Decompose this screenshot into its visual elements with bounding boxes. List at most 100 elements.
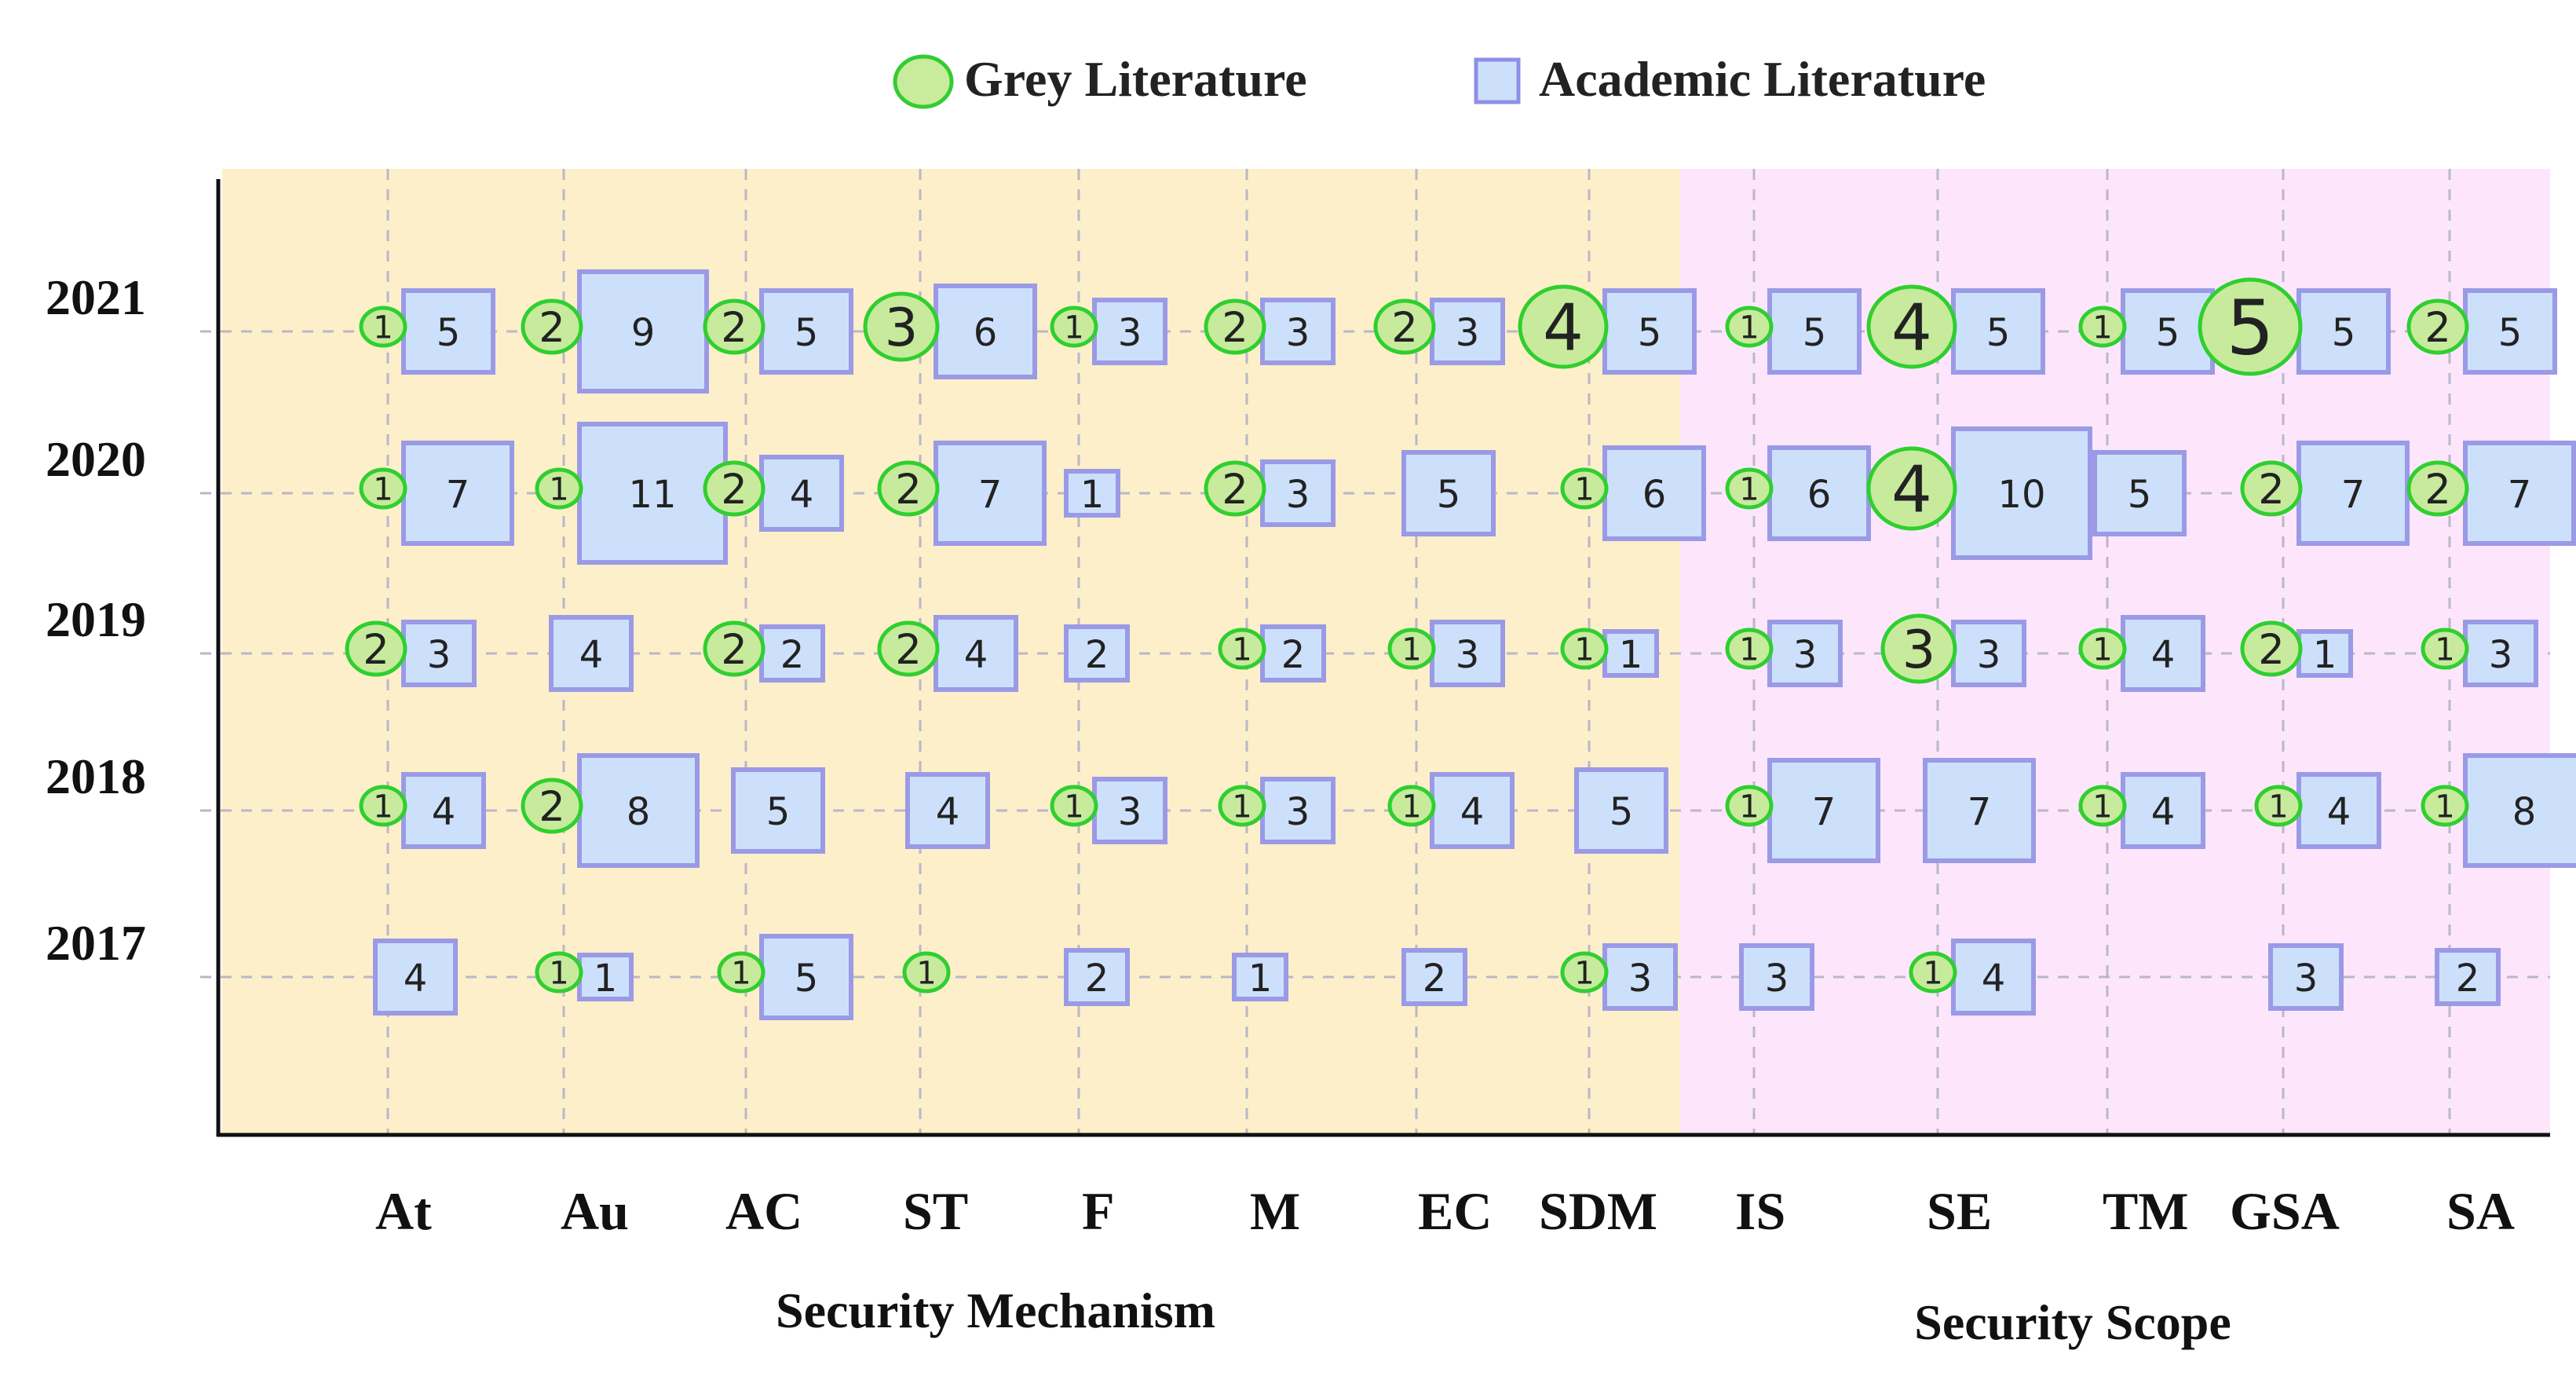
academic-value-Au-2019: 4: [579, 633, 604, 677]
grey-mark-SE-2020: [1866, 446, 1957, 531]
academic-value-F-2019: 2: [1085, 633, 1109, 677]
academic-value-F-2020: 1: [1080, 473, 1105, 517]
academic-value-IS-2018: 7: [1812, 790, 1836, 834]
y-tick-label-2021: 2021: [46, 269, 146, 325]
academic-value-GSA-2020: 7: [2341, 473, 2366, 517]
grey-value-SDM-2019: 1: [1574, 631, 1594, 668]
grey-mark-Au-2020: [535, 467, 583, 510]
grey-mark-SA-2021: [2406, 298, 2469, 355]
grey-value-M-2018: 1: [1232, 789, 1251, 825]
grey-value-ST-2021: 3: [885, 297, 919, 358]
academic-value-IS-2017: 3: [1765, 957, 1789, 1001]
academic-value-M-2019: 2: [1281, 633, 1306, 677]
grey-mark-At-2018: [359, 785, 407, 827]
grey-mark-Au-2021: [521, 298, 583, 355]
legend-grey-marker: [893, 54, 954, 109]
academic-value-F-2017: 2: [1085, 957, 1109, 1001]
academic-mark-TM-2019: [2121, 615, 2205, 692]
grey-mark-Au-2018: [521, 778, 583, 834]
grey-value-SA-2021: 2: [2424, 304, 2451, 352]
academic-value-M-2018: 3: [1286, 790, 1310, 834]
academic-mark-ST-2020: [934, 441, 1047, 546]
grey-mark-AC-2020: [703, 460, 765, 517]
academic-value-IS-2020: 6: [1807, 473, 1832, 517]
grey-mark-F-2018: [1050, 785, 1098, 827]
academic-value-ST-2020: 7: [978, 473, 1003, 517]
grey-mark-At-2020: [359, 467, 407, 510]
academic-mark-At-2019: [401, 620, 477, 687]
grey-mark-F-2021: [1050, 306, 1098, 348]
academic-mark-AC-2019: [759, 624, 825, 683]
academic-value-AC-2018: 5: [766, 790, 791, 834]
grey-value-ST-2017: 1: [916, 955, 936, 991]
academic-mark-Au-2019: [549, 615, 634, 692]
academic-value-SE-2019: 3: [1977, 633, 2001, 677]
tick-labels: At Au AC ST F M EC SDM IS SE TM GSA SA 2017 2018 2019 20…: [46, 269, 2515, 1350]
academic-value-SA-2018: 8: [2512, 790, 2537, 834]
grey-mark-SA-2020: [2406, 460, 2469, 517]
grey-value-F-2021: 1: [1064, 309, 1083, 346]
academic-mark-F-2017: [1064, 948, 1130, 1006]
legend-grey-label: Grey Literature: [964, 51, 1307, 107]
academic-value-F-2018: 3: [1118, 790, 1142, 834]
x-tick-label-Au: Au: [561, 1181, 629, 1241]
grey-value-SDM-2017: 1: [1574, 955, 1594, 991]
grey-value-AC-2017: 1: [731, 955, 751, 991]
group-label-security-scope: Security Scope: [1914, 1294, 2231, 1350]
x-tick-label-At: At: [375, 1181, 432, 1241]
grey-value-IS-2020: 1: [1739, 471, 1759, 507]
grey-value-TM-2018: 1: [2092, 789, 2112, 825]
academic-value-SDM-2019: 1: [1619, 633, 1643, 677]
grey-mark-IS-2020: [1725, 467, 1774, 510]
academic-value-SE-2021: 5: [1986, 311, 2011, 355]
x-tick-label-ST: ST: [903, 1181, 968, 1241]
academic-mark-At-2018: [401, 772, 486, 849]
academic-mark-EC-2017: [1401, 948, 1467, 1006]
grey-mark-TM-2018: [2078, 785, 2127, 827]
academic-mark-AC-2021: [759, 288, 853, 375]
academic-mark-SDM-2021: [1602, 288, 1697, 375]
grey-value-EC-2021: 2: [1391, 304, 1418, 352]
grey-value-ST-2019: 2: [895, 626, 922, 674]
academic-value-AC-2017: 5: [795, 957, 819, 1001]
grey-value-SDM-2020: 1: [1574, 471, 1594, 507]
academic-value-GSA-2021: 5: [2332, 311, 2356, 355]
grey-value-F-2018: 1: [1064, 789, 1083, 825]
academic-value-EC-2018: 4: [1460, 790, 1485, 834]
grey-value-SA-2020: 2: [2424, 466, 2451, 514]
grey-value-M-2019: 1: [1232, 631, 1251, 668]
grey-mark-GSA-2021: [2198, 277, 2303, 376]
academic-value-AC-2021: 5: [795, 311, 819, 355]
academic-value-GSA-2017: 3: [2294, 957, 2318, 1001]
academic-mark-ST-2021: [934, 284, 1037, 379]
grey-mark-SDM-2020: [1560, 467, 1609, 510]
grey-mark-M-2019: [1218, 628, 1266, 670]
grey-value-GSA-2020: 2: [2258, 466, 2285, 514]
grey-mark-GSA-2020: [2240, 460, 2303, 517]
academic-mark-M-2020: [1260, 459, 1336, 527]
x-tick-label-F: F: [1082, 1181, 1115, 1241]
academic-mark-SDM-2020: [1602, 445, 1706, 541]
x-tick-label-M: M: [1250, 1181, 1300, 1241]
academic-value-At-2019: 3: [427, 633, 451, 677]
academic-mark-SA-2018: [2463, 753, 2576, 868]
academic-mark-TM-2018: [2121, 772, 2205, 849]
grey-mark-SE-2019: [1880, 613, 1957, 684]
y-tick-label-2019: 2019: [46, 591, 146, 647]
grey-mark-AC-2019: [703, 620, 765, 677]
x-tick-label-EC: EC: [1418, 1181, 1492, 1241]
academic-value-AC-2020: 4: [790, 473, 814, 517]
grey-mark-M-2021: [1204, 298, 1266, 355]
academic-mark-F-2019: [1064, 624, 1130, 683]
group-label-security-mechanism: Security Mechanism: [776, 1283, 1215, 1338]
grey-value-IS-2019: 1: [1739, 631, 1759, 668]
grey-value-TM-2021: 1: [2092, 309, 2112, 346]
grey-mark-M-2018: [1218, 785, 1266, 827]
academic-mark-SE-2018: [1923, 758, 2036, 863]
x-tick-label-AC: AC: [725, 1181, 802, 1241]
academic-mark-Au-2018: [577, 753, 700, 868]
academic-value-SDM-2017: 3: [1628, 957, 1653, 1001]
academic-value-GSA-2019: 1: [2313, 633, 2337, 677]
y-tick-label-2020: 2020: [46, 431, 146, 487]
